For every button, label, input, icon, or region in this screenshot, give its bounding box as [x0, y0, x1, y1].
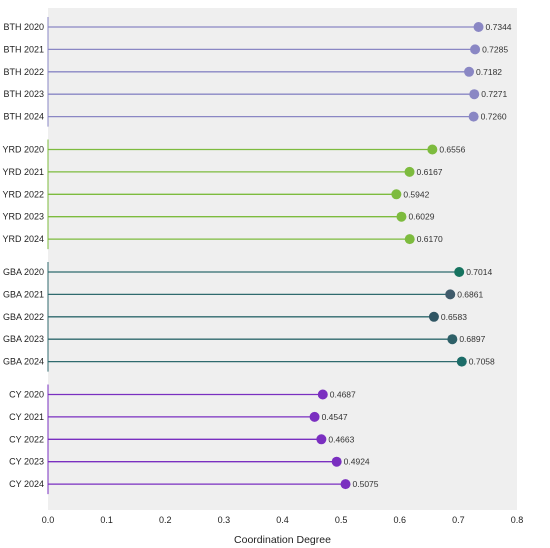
- plot-background: [48, 8, 517, 510]
- category-label-gba-2021: GBA 2021: [3, 289, 44, 299]
- category-label-gba-2022: GBA 2022: [3, 312, 44, 322]
- markers: [309, 22, 484, 490]
- data-label-cy-2022: 0.4663: [328, 434, 354, 444]
- data-label-yrd-2021: 0.6167: [417, 167, 443, 177]
- stems: [47, 17, 479, 495]
- marker-bth-2021: [470, 44, 481, 55]
- marker-gba-2020: [454, 267, 465, 277]
- category-label-bth-2022: BTH 2022: [3, 67, 44, 77]
- data-label-yrd-2020: 0.6556: [439, 145, 465, 155]
- marker-gba-2022: [428, 311, 439, 322]
- category-label-cy-2023: CY 2023: [9, 457, 44, 467]
- marker-bth-2023: [469, 89, 480, 100]
- category-label-yrd-2023: YRD 2023: [2, 212, 44, 222]
- x-axis-ticks: 0.0 0.1 0.2 0.3 0.4 0.5 0.6 0.7 0.8: [42, 515, 524, 525]
- marker-yrd-2021: [404, 166, 415, 177]
- data-label-bth-2020: 0.7344: [486, 22, 512, 32]
- category-label-bth-2021: BTH 2021: [3, 44, 44, 54]
- marker-gba-2024: [456, 356, 467, 367]
- data-label-bth-2021: 0.7285: [482, 44, 508, 54]
- x-tick-label: 0.4: [276, 515, 289, 525]
- category-label-yrd-2020: YRD 2020: [2, 145, 44, 155]
- marker-yrd-2022: [391, 189, 402, 200]
- marker-yrd-2020: [427, 144, 438, 155]
- marker-bth-2020: [473, 22, 484, 32]
- marker-gba-2023: [447, 334, 458, 345]
- marker-cy-2024: [340, 479, 351, 490]
- data-label-yrd-2024: 0.6170: [417, 234, 443, 244]
- data-label-cy-2023: 0.4924: [344, 457, 370, 467]
- data-label-bth-2024: 0.7260: [481, 112, 507, 122]
- category-label-cy-2020: CY 2020: [9, 390, 44, 400]
- x-tick-label: 0.3: [218, 515, 231, 525]
- marker-bth-2022: [464, 66, 475, 77]
- marker-cy-2021: [309, 411, 320, 422]
- category-label-yrd-2022: YRD 2022: [2, 189, 44, 199]
- marker-yrd-2023: [396, 211, 407, 222]
- category-label-yrd-2021: YRD 2021: [2, 167, 44, 177]
- data-label-gba-2024: 0.7058: [469, 357, 495, 367]
- x-axis-title: Coordination Degree: [234, 534, 331, 546]
- x-tick-label: 0.0: [42, 515, 55, 525]
- data-label-gba-2021: 0.6861: [457, 289, 483, 299]
- category-label-cy-2024: CY 2024: [9, 479, 44, 489]
- category-label-gba-2020: GBA 2020: [3, 267, 44, 277]
- marker-bth-2024: [468, 111, 479, 122]
- marker-gba-2021: [445, 289, 456, 300]
- marker-cy-2023: [331, 456, 342, 467]
- data-label-bth-2022: 0.7182: [476, 67, 502, 77]
- x-tick-label: 0.5: [335, 515, 348, 525]
- data-label-gba-2020: 0.7014: [466, 267, 492, 277]
- data-label-cy-2021: 0.4547: [322, 412, 348, 422]
- x-tick-label: 0.1: [100, 515, 113, 525]
- marker-cy-2020: [317, 389, 328, 400]
- data-label-cy-2024: 0.5075: [353, 479, 379, 489]
- data-label-bth-2023: 0.7271: [481, 89, 507, 99]
- value-labels: 0.7344 0.7285 0.7182 0.7271 0.7260 0.6556 0.61…: [322, 22, 512, 489]
- category-label-gba-2024: GBA 2024: [3, 357, 44, 367]
- data-label-gba-2023: 0.6897: [459, 334, 485, 344]
- category-label-yrd-2024: YRD 2024: [2, 234, 44, 244]
- x-tick-label: 0.6: [393, 515, 406, 525]
- category-label-bth-2020: BTH 2020: [3, 22, 44, 32]
- data-label-gba-2022: 0.6583: [441, 312, 467, 322]
- category-labels: BTH 2020 BTH 2021 BTH 2022 BTH 2023 BTH 2024…: [2, 22, 44, 489]
- category-label-cy-2021: CY 2021: [9, 412, 44, 422]
- x-tick-label: 0.2: [159, 515, 172, 525]
- data-label-yrd-2022: 0.5942: [403, 189, 429, 199]
- marker-yrd-2024: [404, 234, 415, 245]
- category-label-bth-2023: BTH 2023: [3, 89, 44, 99]
- category-label-cy-2022: CY 2022: [9, 434, 44, 444]
- category-label-gba-2023: GBA 2023: [3, 334, 44, 344]
- data-label-yrd-2023: 0.6029: [408, 212, 434, 222]
- data-label-cy-2020: 0.4687: [330, 390, 356, 400]
- marker-cy-2022: [316, 434, 327, 445]
- x-tick-label: 0.7: [452, 515, 465, 525]
- category-label-bth-2024: BTH 2024: [3, 112, 44, 122]
- x-tick-label: 0.8: [511, 515, 524, 525]
